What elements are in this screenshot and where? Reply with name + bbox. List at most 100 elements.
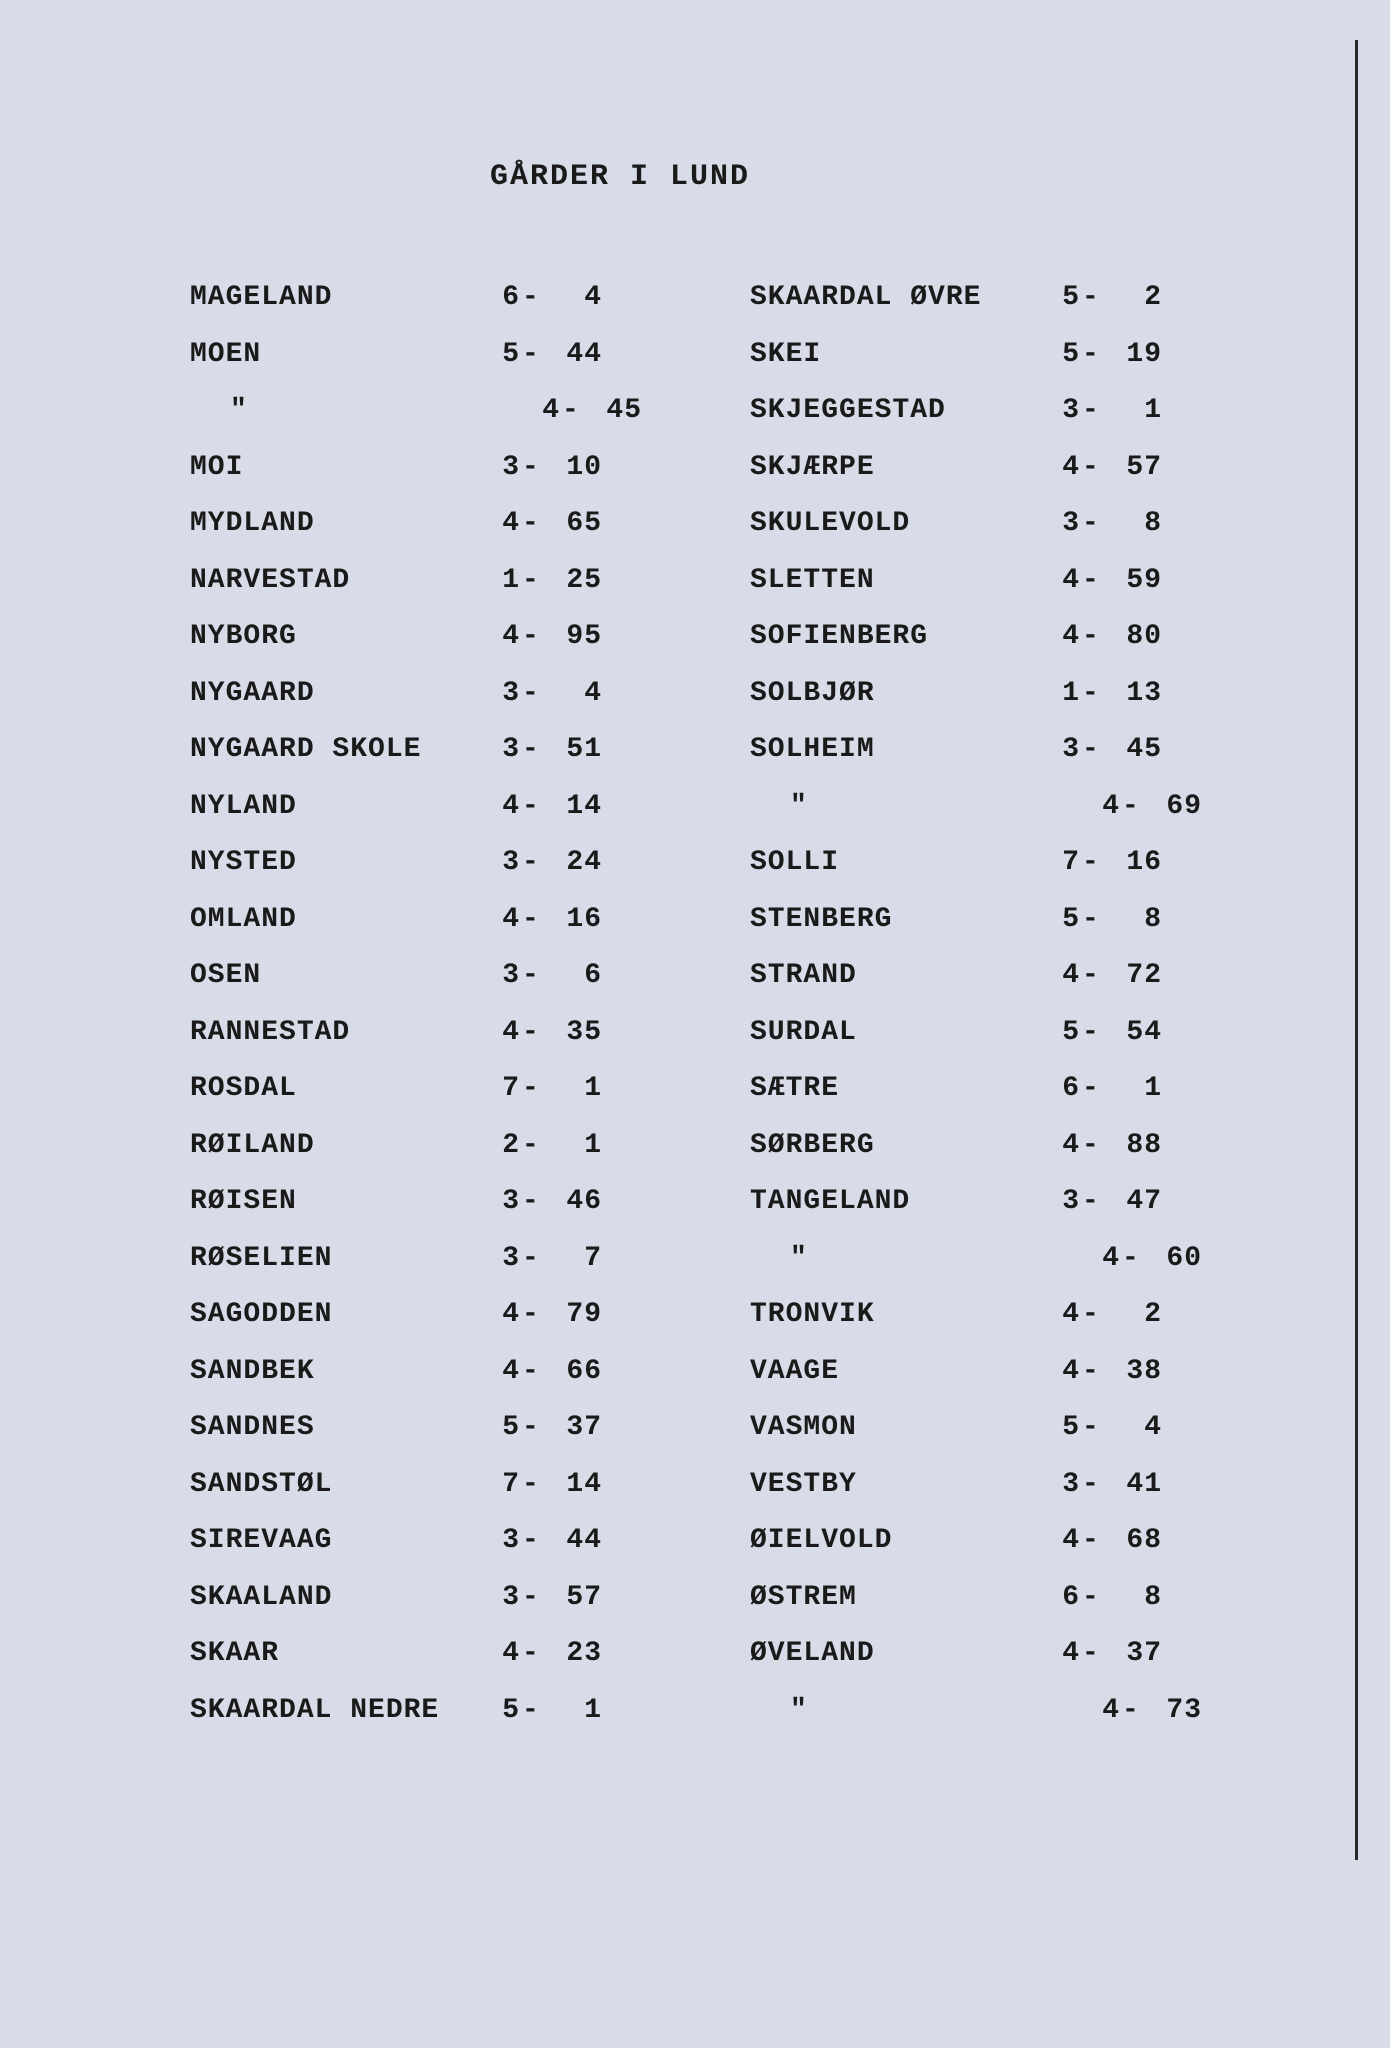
ref-number-1: 3 xyxy=(1040,397,1080,425)
ref-number-1: 5 xyxy=(480,341,520,369)
dash-separator: - xyxy=(520,1640,552,1668)
table-row: STENBERG5-8 xyxy=(750,906,1250,934)
dash-separator: - xyxy=(1080,1075,1112,1103)
ref-number-2: 1 xyxy=(552,1697,602,1725)
ref-number-2: 25 xyxy=(552,567,602,595)
ref-number-2: 19 xyxy=(1112,341,1162,369)
ref-number-1: 4 xyxy=(1040,1132,1080,1160)
ref-number-1: 3 xyxy=(480,849,520,877)
ref-number-2: 7 xyxy=(552,1245,602,1273)
dash-separator: - xyxy=(560,397,592,425)
dash-separator: - xyxy=(1080,397,1112,425)
ref-number-2: 46 xyxy=(552,1188,602,1216)
ref-number-2: 2 xyxy=(1112,284,1162,312)
ref-number-1: 4 xyxy=(480,623,520,651)
table-row: ØSTREM6-8 xyxy=(750,1584,1250,1612)
table-row: OSEN3-6 xyxy=(190,962,690,990)
ref-number-2: 45 xyxy=(1112,736,1162,764)
table-row: RØSELIEN3-7 xyxy=(190,1245,690,1273)
ref-number-2: 23 xyxy=(552,1640,602,1668)
dash-separator: - xyxy=(520,962,552,990)
ref-number-1: 4 xyxy=(480,1358,520,1386)
ref-number-2: 1 xyxy=(1112,1075,1162,1103)
ref-number-2: 41 xyxy=(1112,1471,1162,1499)
farm-name: SKJEGGESTAD xyxy=(750,397,1040,425)
ref-number-1: 5 xyxy=(1040,1414,1080,1442)
farm-name: SÆTRE xyxy=(750,1075,1040,1103)
ref-number-2: 44 xyxy=(552,1527,602,1555)
farm-name: SANDBEK xyxy=(190,1358,480,1386)
farm-name: SOLBJØR xyxy=(750,680,1040,708)
dash-separator: - xyxy=(1080,680,1112,708)
ref-number-1: 4 xyxy=(1040,454,1080,482)
ref-number-2: 35 xyxy=(552,1019,602,1047)
farm-name: NYSTED xyxy=(190,849,480,877)
ref-number-1: 4 xyxy=(480,1019,520,1047)
ref-number-2: 16 xyxy=(552,906,602,934)
farm-name: SANDNES xyxy=(190,1414,480,1442)
ref-number-2: 73 xyxy=(1152,1697,1202,1725)
dash-separator: - xyxy=(520,284,552,312)
farm-name: MOEN xyxy=(190,341,480,369)
dash-separator: - xyxy=(520,1301,552,1329)
table-row: SOFIENBERG4-80 xyxy=(750,623,1250,651)
ref-number-2: 8 xyxy=(1112,906,1162,934)
dash-separator: - xyxy=(1080,962,1112,990)
table-row: SKEI5-19 xyxy=(750,341,1250,369)
farm-name: SOFIENBERG xyxy=(750,623,1040,651)
table-row: SLETTEN4-59 xyxy=(750,567,1250,595)
farm-name: ØIELVOLD xyxy=(750,1527,1040,1555)
ref-number-1: 7 xyxy=(1040,849,1080,877)
ref-number-1: 4 xyxy=(480,1301,520,1329)
ref-number-2: 1 xyxy=(1112,397,1162,425)
farm-name: SKAARDAL ØVRE xyxy=(750,284,1040,312)
ref-number-2: 14 xyxy=(552,1471,602,1499)
farm-name: SKAARDAL NEDRE xyxy=(190,1697,480,1725)
farm-name: RANNESTAD xyxy=(190,1019,480,1047)
ref-number-1: 3 xyxy=(1040,510,1080,538)
farm-name: SOLLI xyxy=(750,849,1040,877)
ref-number-2: 8 xyxy=(1112,1584,1162,1612)
farm-name: OSEN xyxy=(190,962,480,990)
ref-number-2: 45 xyxy=(592,397,642,425)
table-row: SKAARDAL NEDRE5-1 xyxy=(190,1697,690,1725)
dash-separator: - xyxy=(520,793,552,821)
dash-separator: - xyxy=(1080,1414,1112,1442)
farm-name: STENBERG xyxy=(750,906,1040,934)
farm-name: " xyxy=(750,1245,1080,1273)
ref-number-1: 6 xyxy=(480,284,520,312)
ref-number-2: 37 xyxy=(1112,1640,1162,1668)
dash-separator: - xyxy=(520,1584,552,1612)
ref-number-1: 4 xyxy=(1040,623,1080,651)
ref-number-1: 3 xyxy=(1040,1188,1080,1216)
table-row: "4-69 xyxy=(750,793,1250,821)
farm-name: MOI xyxy=(190,454,480,482)
dash-separator: - xyxy=(1080,341,1112,369)
table-row: NYGAARD3-4 xyxy=(190,680,690,708)
ref-number-2: 69 xyxy=(1152,793,1202,821)
ref-number-1: 3 xyxy=(480,962,520,990)
ref-number-2: 4 xyxy=(552,680,602,708)
ref-number-2: 66 xyxy=(552,1358,602,1386)
farm-name: SURDAL xyxy=(750,1019,1040,1047)
ref-number-1: 5 xyxy=(1040,284,1080,312)
ref-number-1: 4 xyxy=(1080,793,1120,821)
ref-number-1: 6 xyxy=(1040,1075,1080,1103)
dash-separator: - xyxy=(520,1245,552,1273)
farm-name: SLETTEN xyxy=(750,567,1040,595)
ref-number-1: 3 xyxy=(480,1188,520,1216)
ref-number-2: 37 xyxy=(552,1414,602,1442)
ref-number-2: 4 xyxy=(552,284,602,312)
dash-separator: - xyxy=(520,1471,552,1499)
table-row: "4-73 xyxy=(750,1697,1250,1725)
ref-number-2: 6 xyxy=(552,962,602,990)
dash-separator: - xyxy=(1080,1132,1112,1160)
ref-number-1: 4 xyxy=(480,906,520,934)
table-row: OMLAND4-16 xyxy=(190,906,690,934)
table-row: MOI3-10 xyxy=(190,454,690,482)
ref-number-2: 57 xyxy=(552,1584,602,1612)
ref-number-1: 7 xyxy=(480,1075,520,1103)
table-row: TANGELAND3-47 xyxy=(750,1188,1250,1216)
ref-number-2: 1 xyxy=(552,1132,602,1160)
ref-number-1: 5 xyxy=(480,1414,520,1442)
